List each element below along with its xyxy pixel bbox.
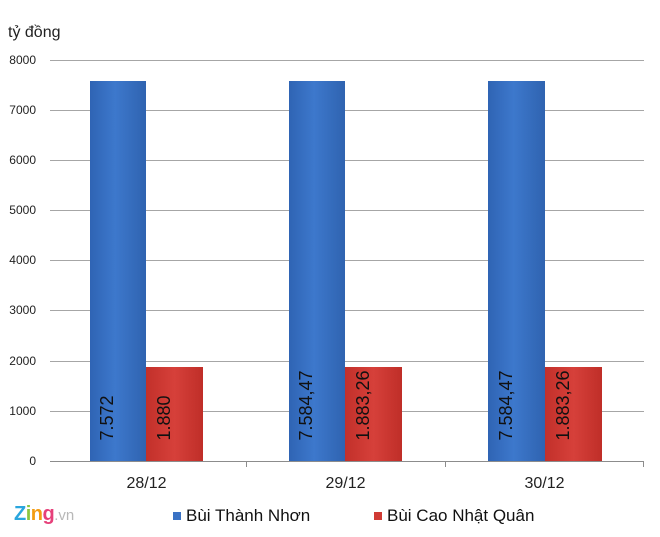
legend-swatch-blue-icon: [173, 512, 181, 520]
gridline: [50, 260, 644, 261]
gridline: [50, 310, 644, 311]
x-tick-mark: [445, 461, 446, 467]
bar-value-label: 1.883,26: [352, 370, 373, 441]
x-tick-mark: [246, 461, 247, 467]
legend-label: Bùi Thành Nhơn: [186, 506, 311, 525]
bar-value-label: 7.572: [97, 395, 117, 441]
y-tick-label: 0: [29, 454, 36, 468]
bar-bui-cao-nhat-quan-29-12: 1.883,26: [345, 367, 402, 461]
y-tick-label: 4000: [9, 253, 36, 267]
y-tick-label: 6000: [9, 153, 36, 167]
bar-value-label: 1.880: [153, 395, 174, 441]
bar-bui-cao-nhat-quan-28-12: 1.880: [146, 367, 203, 461]
x-category-label: 30/12: [524, 475, 565, 492]
x-category-label: 28/12: [126, 475, 167, 492]
legend-item-bui-thanh-nhon: Bùi Thành Nhơn: [173, 506, 310, 526]
bar-bui-thanh-nhon-29-12: 7.584,47: [289, 81, 345, 461]
chart-legend: Bùi Thành Nhơn Bùi Cao Nhật Quân: [0, 506, 660, 530]
gridline: [50, 210, 644, 211]
gridline: [50, 160, 644, 161]
gridline: [50, 110, 644, 111]
zing-vn-logo: Zing.vn: [14, 503, 74, 526]
bar-value-label: 1.883,26: [552, 370, 573, 441]
y-tick-label: 5000: [9, 203, 36, 217]
gridline: [50, 361, 644, 362]
y-tick-label: 7000: [9, 103, 36, 117]
bar-value-label: 7.584,47: [296, 370, 316, 441]
bar-value-label: 7.584,47: [495, 370, 516, 441]
x-category-label: 29/12: [325, 475, 366, 492]
y-tick-label: 2000: [9, 354, 36, 368]
y-tick-label: 8000: [9, 53, 36, 67]
x-tick-mark: [643, 461, 644, 467]
logo-letter: Z: [14, 503, 26, 525]
legend-item-bui-cao-nhat-quan: Bùi Cao Nhật Quân: [374, 506, 534, 526]
logo-letter: g: [42, 503, 55, 525]
logo-suffix: .vn: [54, 507, 75, 524]
bar-bui-thanh-nhon-28-12: 7.572: [90, 81, 146, 461]
legend-label: Bùi Cao Nhật Quân: [387, 506, 535, 525]
y-tick-label: 1000: [9, 404, 36, 418]
gridline: [50, 60, 644, 61]
legend-swatch-red-icon: [374, 512, 382, 520]
bar-bui-cao-nhat-quan-30-12: 1.883,26: [545, 367, 602, 461]
logo-letter: i: [25, 503, 32, 525]
bar-bui-thanh-nhon-30-12: 7.584,47: [488, 81, 545, 461]
y-axis-unit-label: tỷ đồng: [8, 24, 61, 41]
x-axis-line: [50, 461, 644, 462]
y-tick-label: 3000: [9, 303, 36, 317]
logo-letter: n: [30, 503, 43, 525]
